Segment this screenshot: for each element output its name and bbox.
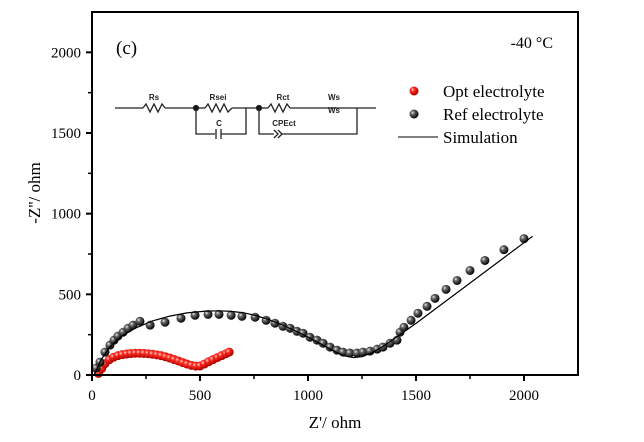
ref-electrolyte-point — [430, 293, 440, 303]
ref-electrolyte-point — [413, 308, 423, 318]
ref-electrolyte-point — [465, 265, 475, 275]
circuit-label-c: C — [216, 119, 222, 128]
circuit-label-rs: Rs — [149, 93, 160, 102]
temperature-label: -40 °C — [511, 35, 553, 52]
y-tick-label: 1000 — [51, 207, 81, 223]
resistor-rct — [267, 102, 291, 114]
ref-electrolyte-point — [422, 301, 432, 311]
ref-electrolyte-point — [214, 309, 224, 319]
ref-electrolyte-point — [519, 234, 529, 244]
resistor-rs — [142, 102, 166, 114]
ref-electrolyte-point — [160, 317, 170, 327]
ref-electrolyte-point — [358, 347, 368, 357]
ref-electrolyte-point — [399, 322, 409, 332]
x-tick-label: 1000 — [293, 388, 323, 404]
ref-electrolyte-point — [226, 310, 236, 320]
y-tick-label: 0 — [74, 368, 82, 384]
plot-frame — [91, 11, 579, 376]
ref-electrolyte-point — [406, 315, 416, 325]
legend-marker-ref — [409, 109, 419, 119]
x-tick-label: 500 — [189, 388, 212, 404]
legend-label-simulation: Simulation — [443, 128, 518, 147]
y-axis-label: -Z''/ ohm — [25, 162, 44, 223]
ref-electrolyte-point — [441, 284, 451, 294]
ref-electrolyte-point — [128, 320, 138, 330]
ref-electrolyte-point — [499, 245, 509, 255]
y-tick-label: 1500 — [51, 126, 81, 142]
y-tick-label: 500 — [59, 287, 82, 303]
x-tick-label: 0 — [88, 388, 96, 404]
circuit-label-rct: Rct — [277, 93, 290, 102]
warburg-symbol: Ws — [328, 106, 341, 115]
ref-electrolyte-point — [325, 342, 335, 352]
plot-marks — [91, 234, 533, 378]
equivalent-circuit — [115, 102, 376, 139]
ref-electrolyte-point — [135, 316, 145, 326]
y-tick-label: 2000 — [51, 45, 81, 61]
x-axis-label: Z'/ ohm — [309, 413, 362, 432]
axis-ticks: 0 500 1000 1500 2000 0 500 1000 1500 2000 — [51, 45, 539, 404]
simulation-line — [93, 235, 533, 376]
ref-electrolyte-point — [237, 311, 247, 321]
circuit-label-ws: Ws — [328, 93, 341, 102]
ref-electrolyte-point — [365, 346, 375, 356]
ref-electrolyte-point — [480, 255, 490, 265]
x-tick-label: 2000 — [509, 388, 539, 404]
ref-electrolyte-point — [318, 338, 328, 348]
ref-electrolyte-point — [345, 348, 355, 358]
ref-electrolyte-point — [190, 310, 200, 320]
resistor-rsei — [204, 102, 233, 114]
circuit-label-rsei: Rsei — [210, 93, 227, 102]
opt-electrolyte-point — [224, 347, 234, 357]
ref-electrolyte-point — [176, 313, 186, 323]
legend-marker-opt — [409, 86, 419, 96]
ref-electrolyte-point — [385, 338, 395, 348]
legend-label-opt: Opt electrolyte — [443, 82, 545, 101]
legend: Opt electrolyte Ref electrolyte Simulati… — [398, 82, 545, 147]
panel-label: (c) — [116, 38, 137, 59]
circuit-label-cpect: CPEct — [272, 119, 296, 128]
ref-electrolyte-point — [203, 309, 213, 319]
legend-label-ref: Ref electrolyte — [443, 105, 544, 124]
ref-electrolyte-point — [452, 275, 462, 285]
x-tick-label: 1500 — [401, 388, 431, 404]
